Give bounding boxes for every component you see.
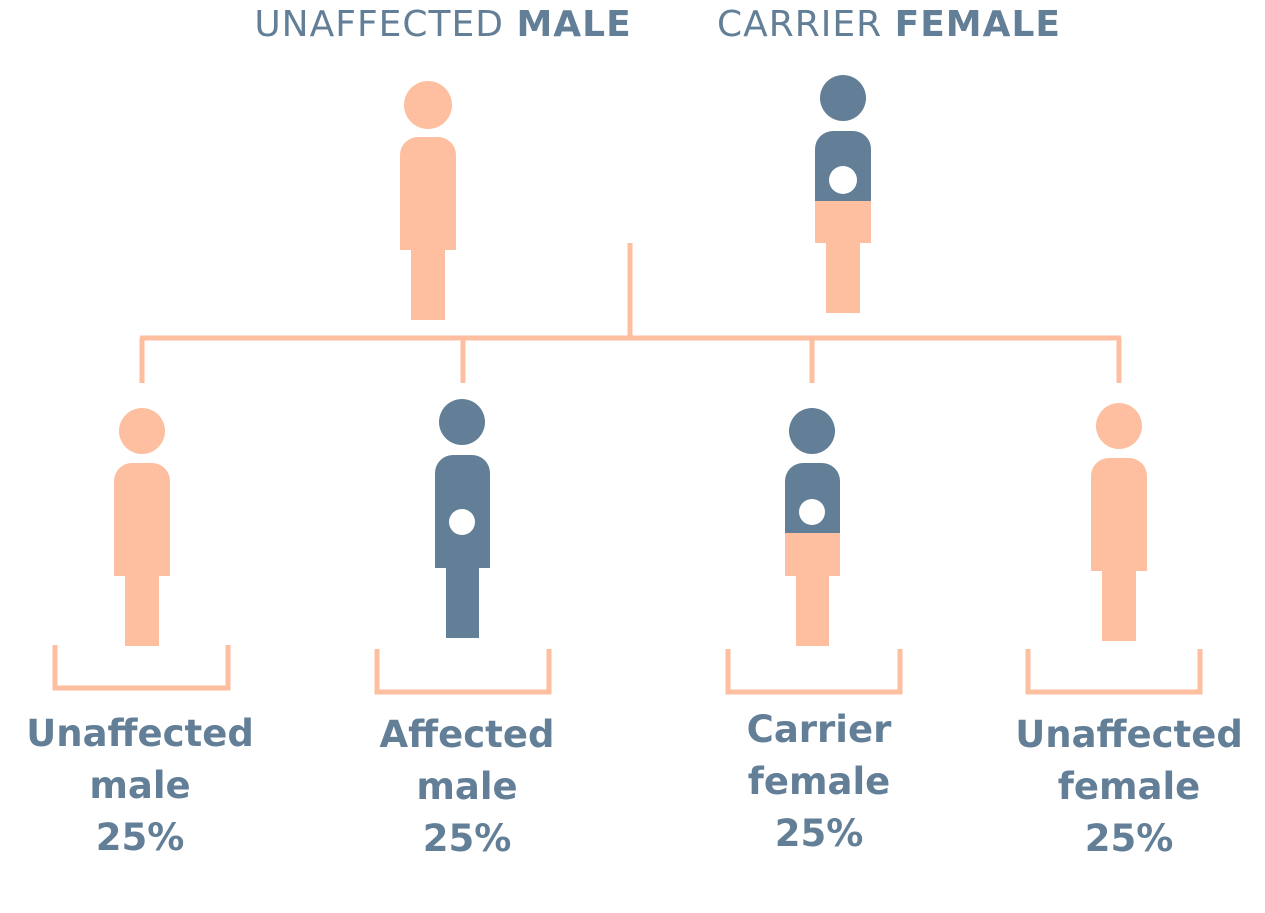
child-label: Affected	[380, 713, 555, 756]
child-percent: 25%	[423, 817, 512, 860]
title-bold: MALE	[516, 4, 631, 45]
mother-figure	[815, 75, 871, 313]
child-figure	[785, 408, 840, 646]
child-label: Unaffected	[1015, 713, 1243, 756]
brackets	[52, 645, 1203, 695]
title-normal: UNAFFECTED	[254, 4, 504, 45]
child-label: Unaffected	[26, 712, 254, 755]
child-figure	[435, 399, 490, 638]
child-label: male	[89, 764, 190, 807]
child-label: female	[1058, 765, 1201, 808]
child-percent: 25%	[1085, 817, 1174, 860]
child-label: male	[416, 765, 517, 808]
parent-title-left: UNAFFECTED MALE	[254, 4, 631, 45]
title-normal: CARRIER	[717, 4, 882, 45]
child-percent: 25%	[775, 812, 864, 855]
child-figure	[1091, 403, 1147, 641]
father-figure	[400, 81, 456, 320]
title-bold: FEMALE	[895, 4, 1061, 45]
child-figure	[114, 408, 170, 646]
child-percent: 25%	[96, 816, 185, 859]
connector-lines	[139, 243, 1122, 383]
child-label: female	[748, 760, 891, 803]
parent-title-right: CARRIER FEMALE	[717, 4, 1061, 45]
child-labels: Unaffected male 25% Affected male 25% Carrier f…	[26, 708, 1243, 860]
child-label: Carrier	[747, 708, 892, 751]
